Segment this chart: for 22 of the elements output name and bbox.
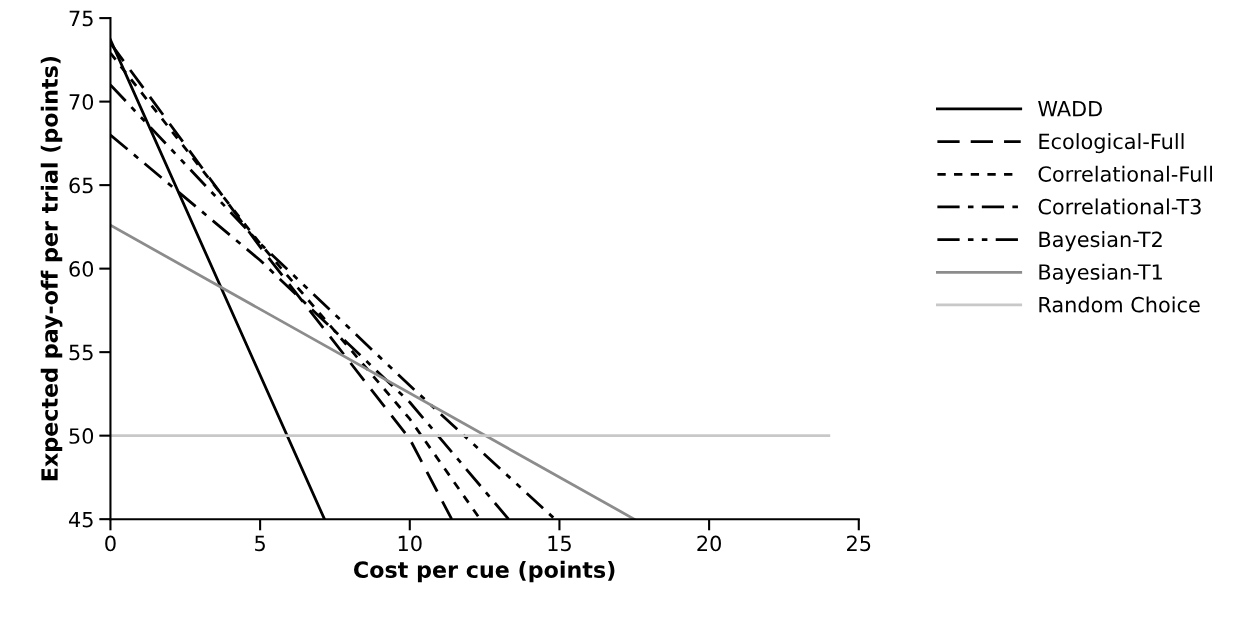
x-axis-title: Cost per cue (points) <box>354 560 615 583</box>
y-tick-label: 75 <box>69 10 93 27</box>
legend-label: Ecological-Full <box>1039 133 1184 154</box>
legend-label: Bayesian-T1 <box>1039 263 1162 284</box>
y-tick-label: 60 <box>69 261 94 277</box>
y-tick-label: 50 <box>69 428 94 444</box>
legend-label: Correlational-Full <box>1038 165 1212 182</box>
y-tick-label: 55 <box>69 344 93 361</box>
y-axis-title: Expected pay-off per trial (points) <box>40 56 63 481</box>
legend-label: Random Choice <box>1039 296 1200 313</box>
x-tick-label: 15 <box>548 535 571 552</box>
x-tick-label: 10 <box>398 535 422 552</box>
x-tick-label: 25 <box>847 535 871 552</box>
y-tick-label: 70 <box>69 94 94 110</box>
y-tick-label: 45 <box>68 511 93 528</box>
x-tick-label: 20 <box>697 535 721 552</box>
y-tick-label: 65 <box>69 177 93 194</box>
x-tick-label: 0 <box>105 535 116 552</box>
legend-label: Bayesian-T2 <box>1039 231 1162 252</box>
legend-label: Correlational-T3 <box>1038 198 1201 215</box>
legend-label: WADD <box>1038 101 1102 117</box>
x-tick-label: 5 <box>255 535 265 552</box>
